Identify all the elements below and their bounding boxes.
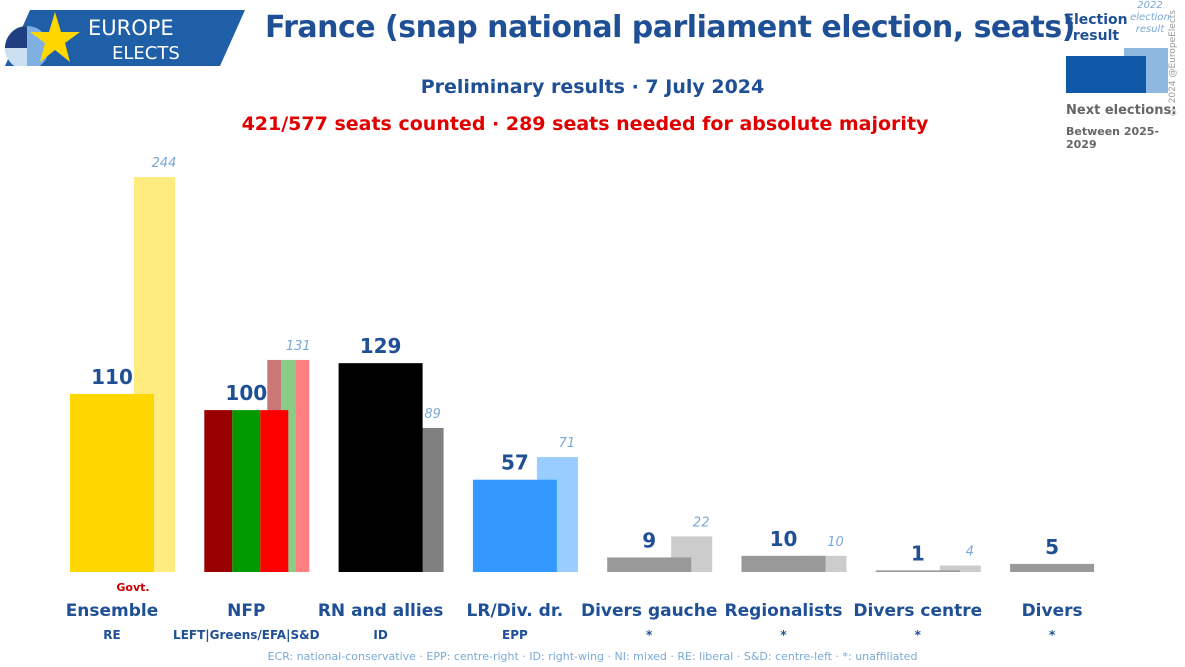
category-label: RN and allies [318, 601, 444, 621]
affiliation-label: * [646, 628, 653, 642]
current-bar-segment [232, 410, 261, 572]
previous-bar-segment [295, 359, 310, 572]
current-bar [875, 570, 960, 572]
affiliation-label: * [1049, 628, 1056, 642]
category-label: NFP [227, 601, 265, 621]
current-bar-segment [260, 410, 289, 572]
current-bar [1010, 563, 1095, 572]
legend-current-label: Election result [1064, 12, 1128, 44]
category-label: LR/Div. dr. [467, 601, 564, 621]
next-elections-value: Between 2025-2029 [1066, 125, 1160, 151]
previous-value-label: 22 [693, 515, 710, 530]
current-bar [338, 363, 423, 572]
svg-text:ELECTS: ELECTS [112, 43, 180, 64]
current-bar [70, 393, 154, 572]
affiliation-label: LEFT|Greens/EFA|S&D [173, 628, 320, 642]
legend-previous-label: 2022 election result [1130, 0, 1170, 35]
category-label: Regionalists [725, 601, 843, 621]
current-value-label: 5 [1045, 535, 1059, 559]
current-value-label: 9 [642, 528, 656, 552]
previous-value-label: 244 [152, 156, 177, 171]
current-value-label: 1 [911, 541, 925, 565]
previous-bar [939, 565, 981, 572]
current-bar [472, 479, 557, 572]
previous-value-label: 10 [827, 535, 844, 550]
affiliation-label: * [915, 628, 922, 642]
svg-text:EUROPE: EUROPE [88, 16, 174, 40]
previous-value-label: 131 [286, 339, 311, 354]
current-value-label: 110 [91, 365, 133, 389]
category-label: Divers centre [853, 601, 982, 621]
current-value-label: 10 [770, 527, 798, 551]
chart-title: France (snap national parliament electio… [265, 10, 1075, 45]
legend-previous: 2022 election result [1130, 0, 1170, 36]
category-label: Divers [1022, 601, 1083, 621]
affiliation-label: * [780, 628, 787, 642]
current-bar [741, 555, 826, 572]
affiliation-label: RE [103, 628, 120, 642]
europe-elects-logo: EUROPE ELECTS [0, 10, 245, 70]
legend-current: Election result [1064, 12, 1128, 44]
current-bar [607, 557, 692, 572]
current-value-label: 129 [360, 334, 402, 358]
previous-value-label: 71 [559, 436, 576, 451]
category-label: Ensemble [66, 601, 159, 621]
previous-value-label: 89 [424, 407, 441, 422]
affiliation-label: ID [373, 628, 387, 642]
category-label: Divers gauche [581, 601, 717, 621]
chart-subtitle: Preliminary results · 7 July 2024 [420, 76, 765, 98]
affiliation-label: EPP [502, 628, 528, 642]
current-bar-segment [204, 410, 233, 572]
footer-note: ECR: national-conservative · EPP: centre… [267, 650, 918, 663]
legend-current-swatch [1066, 56, 1146, 93]
next-elections-label: Next elections: [1066, 103, 1177, 118]
previous-value-label: 4 [966, 545, 974, 560]
seats-counted-note: 421/577 seats counted · 289 seats needed… [241, 113, 929, 135]
government-annotation: Govt. [116, 581, 149, 594]
current-value-label: 57 [501, 451, 529, 475]
current-value-label: 100 [225, 381, 267, 405]
